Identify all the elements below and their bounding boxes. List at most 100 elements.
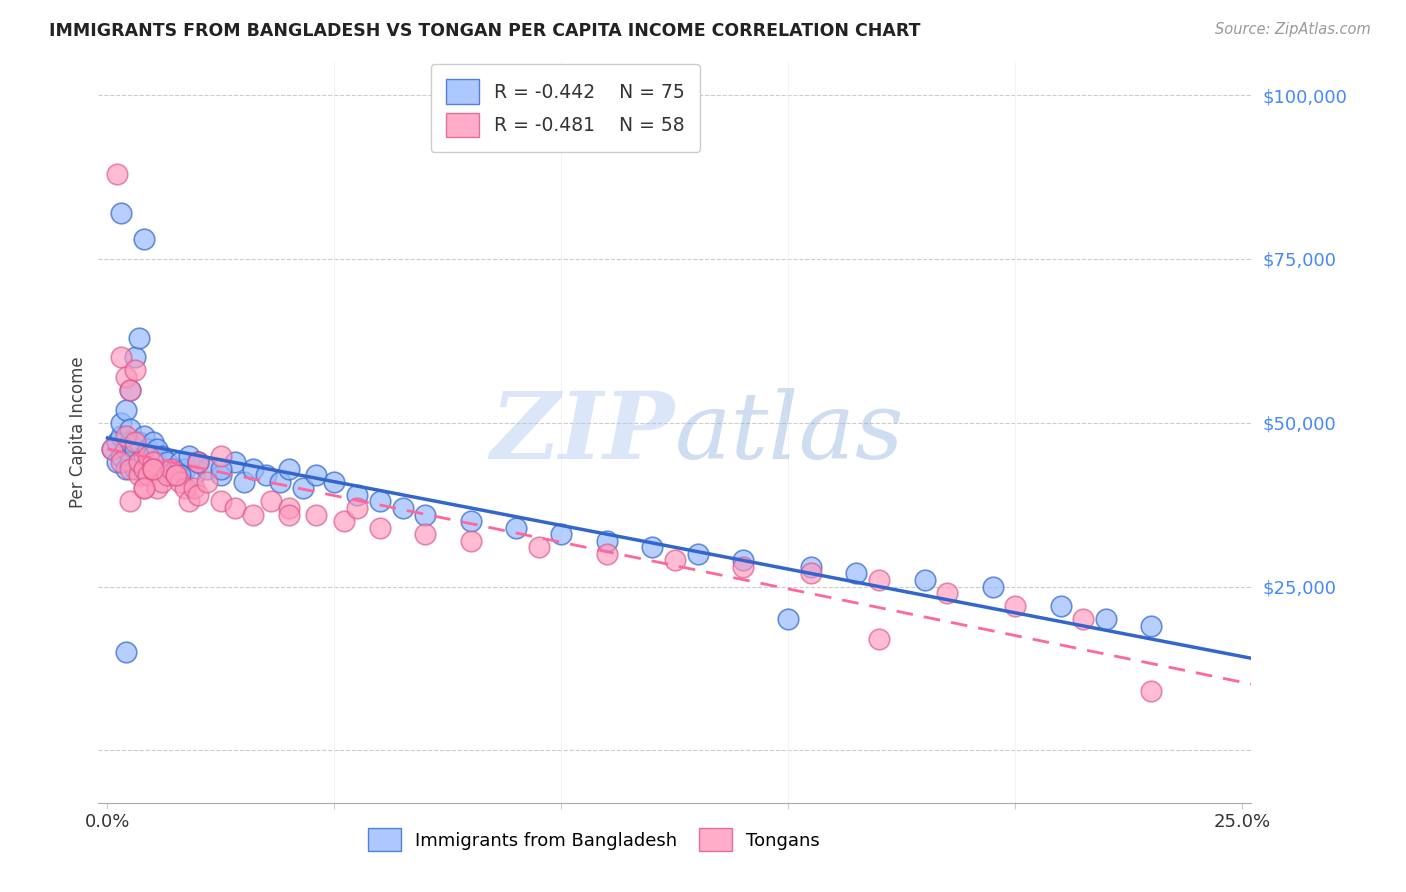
Text: IMMIGRANTS FROM BANGLADESH VS TONGAN PER CAPITA INCOME CORRELATION CHART: IMMIGRANTS FROM BANGLADESH VS TONGAN PER… (49, 22, 921, 40)
Point (460, 533, 482, 548)
Point (845, 566, 868, 581)
Point (128, 455, 150, 469)
Point (114, 461, 136, 475)
Point (731, 553, 754, 567)
Point (1073, 612, 1095, 626)
Point (731, 560, 754, 574)
Point (120, 422, 142, 436)
Point (323, 475, 346, 489)
Text: atlas: atlas (675, 388, 904, 477)
Point (183, 468, 205, 483)
Point (346, 488, 368, 502)
Point (550, 527, 572, 541)
Point (368, 521, 391, 535)
Point (150, 461, 173, 475)
Point (254, 468, 277, 483)
Point (1004, 599, 1026, 614)
Point (165, 461, 187, 475)
Point (120, 435, 142, 450)
Point (1140, 684, 1163, 698)
Point (120, 383, 142, 397)
Point (305, 508, 328, 522)
Point (413, 508, 436, 522)
Point (1049, 599, 1071, 614)
Point (1095, 612, 1118, 626)
Point (169, 468, 191, 483)
Point (346, 500, 368, 515)
Point (124, 363, 146, 377)
Point (160, 468, 183, 483)
Point (368, 494, 391, 508)
Point (224, 500, 246, 515)
Point (187, 455, 209, 469)
Point (169, 475, 191, 489)
Point (165, 468, 187, 483)
Point (224, 455, 246, 469)
Point (101, 442, 124, 456)
Point (686, 547, 709, 561)
Point (664, 553, 686, 567)
Point (187, 455, 209, 469)
Point (128, 455, 150, 469)
Point (641, 541, 664, 555)
Point (142, 461, 165, 475)
Point (155, 455, 177, 469)
Point (914, 573, 936, 587)
Point (187, 488, 209, 502)
Point (1140, 619, 1163, 633)
Point (105, 167, 128, 181)
Point (232, 475, 254, 489)
Point (128, 468, 150, 483)
Point (800, 566, 823, 581)
Point (183, 481, 205, 495)
Point (269, 475, 291, 489)
Point (120, 455, 142, 469)
Point (101, 442, 124, 456)
Point (142, 461, 165, 475)
Point (146, 481, 169, 495)
Point (981, 580, 1004, 594)
Point (132, 232, 155, 246)
Point (413, 527, 436, 541)
Point (305, 468, 328, 483)
Point (142, 455, 165, 469)
Point (138, 468, 160, 483)
Point (278, 508, 301, 522)
Point (160, 461, 183, 475)
Point (114, 402, 136, 417)
Point (114, 645, 136, 659)
Point (332, 514, 354, 528)
Point (142, 449, 165, 463)
Point (460, 514, 482, 528)
Point (150, 449, 173, 463)
Point (146, 455, 169, 469)
Point (173, 461, 195, 475)
Point (138, 449, 160, 463)
Point (169, 455, 191, 469)
Point (132, 449, 155, 463)
Point (209, 494, 232, 508)
Point (260, 494, 283, 508)
Point (155, 468, 177, 483)
Point (242, 461, 264, 475)
Point (209, 461, 232, 475)
Point (596, 547, 619, 561)
Point (165, 468, 187, 483)
Point (195, 461, 218, 475)
Text: Source: ZipAtlas.com: Source: ZipAtlas.com (1215, 22, 1371, 37)
Point (179, 494, 201, 508)
Point (800, 560, 823, 574)
Point (596, 533, 619, 548)
Text: ZIP: ZIP (491, 388, 675, 477)
Point (278, 461, 301, 475)
Point (132, 481, 155, 495)
Point (527, 541, 550, 555)
Point (179, 449, 201, 463)
Point (114, 429, 136, 443)
Point (105, 435, 128, 450)
Point (105, 455, 128, 469)
Point (868, 632, 890, 646)
Point (195, 475, 218, 489)
Point (110, 416, 132, 430)
Point (124, 461, 146, 475)
